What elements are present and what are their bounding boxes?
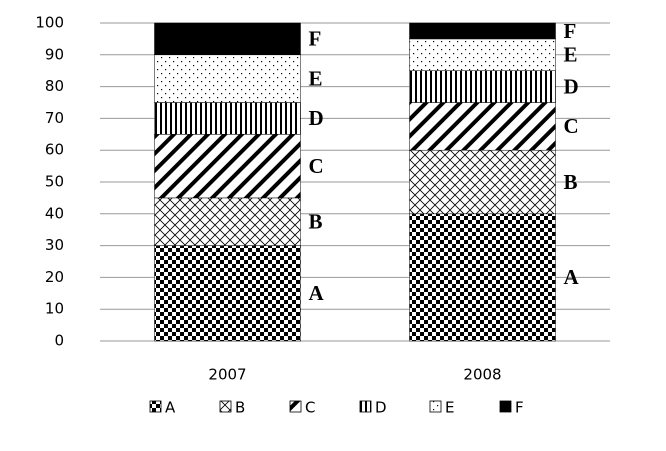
bar-segment bbox=[409, 102, 556, 151]
y-tick-label: 30 bbox=[45, 236, 64, 254]
segment-label: D bbox=[564, 74, 579, 98]
segment-label: E bbox=[564, 43, 578, 67]
legend-label: A bbox=[165, 399, 176, 417]
y-tick-label: 40 bbox=[45, 204, 64, 222]
x-tick-label: 2008 bbox=[463, 366, 501, 384]
y-tick-label: 100 bbox=[35, 14, 64, 32]
segment-label: C bbox=[309, 154, 324, 178]
y-tick-label: 70 bbox=[45, 109, 64, 127]
y-tick-label: 60 bbox=[45, 141, 64, 159]
segment-label: B bbox=[309, 210, 323, 234]
bar-segment bbox=[154, 22, 301, 56]
legend-swatch bbox=[429, 400, 442, 413]
bar-segment bbox=[409, 70, 556, 103]
legend-label: D bbox=[375, 399, 387, 417]
legend-label: C bbox=[305, 399, 315, 417]
legend-label: E bbox=[445, 399, 454, 417]
legend-swatch bbox=[289, 400, 302, 413]
y-tick-label: 80 bbox=[45, 77, 64, 95]
y-tick-label: 50 bbox=[45, 173, 64, 191]
y-tick-label: 0 bbox=[54, 332, 64, 350]
y-tick-label: 20 bbox=[45, 268, 64, 286]
segment-label: C bbox=[564, 114, 579, 138]
segment-label: A bbox=[309, 281, 325, 305]
bar-segment bbox=[409, 213, 556, 342]
segment-label: A bbox=[564, 265, 580, 289]
bar-segment bbox=[409, 38, 556, 71]
bar-segment bbox=[154, 134, 301, 199]
legend-label: B bbox=[235, 399, 245, 417]
x-tick-label: 2007 bbox=[208, 366, 246, 384]
segment-label: F bbox=[564, 19, 577, 43]
y-tick-label: 90 bbox=[45, 45, 64, 63]
legend-swatch bbox=[499, 400, 512, 413]
bar-segment bbox=[409, 149, 556, 215]
bar-segment bbox=[154, 197, 301, 246]
bar-segment bbox=[409, 22, 556, 40]
legend-swatch bbox=[219, 400, 232, 413]
bar-segment bbox=[154, 102, 301, 135]
legend-swatch bbox=[359, 400, 372, 413]
bar-segment bbox=[154, 54, 301, 103]
y-tick-label: 10 bbox=[45, 300, 64, 318]
legend-label: F bbox=[515, 399, 524, 417]
segment-label: D bbox=[309, 106, 324, 130]
legend-swatch bbox=[149, 400, 162, 413]
segment-label: E bbox=[309, 66, 323, 90]
segment-label: F bbox=[309, 27, 322, 51]
bar-segment bbox=[154, 245, 301, 342]
segment-label: B bbox=[564, 170, 578, 194]
